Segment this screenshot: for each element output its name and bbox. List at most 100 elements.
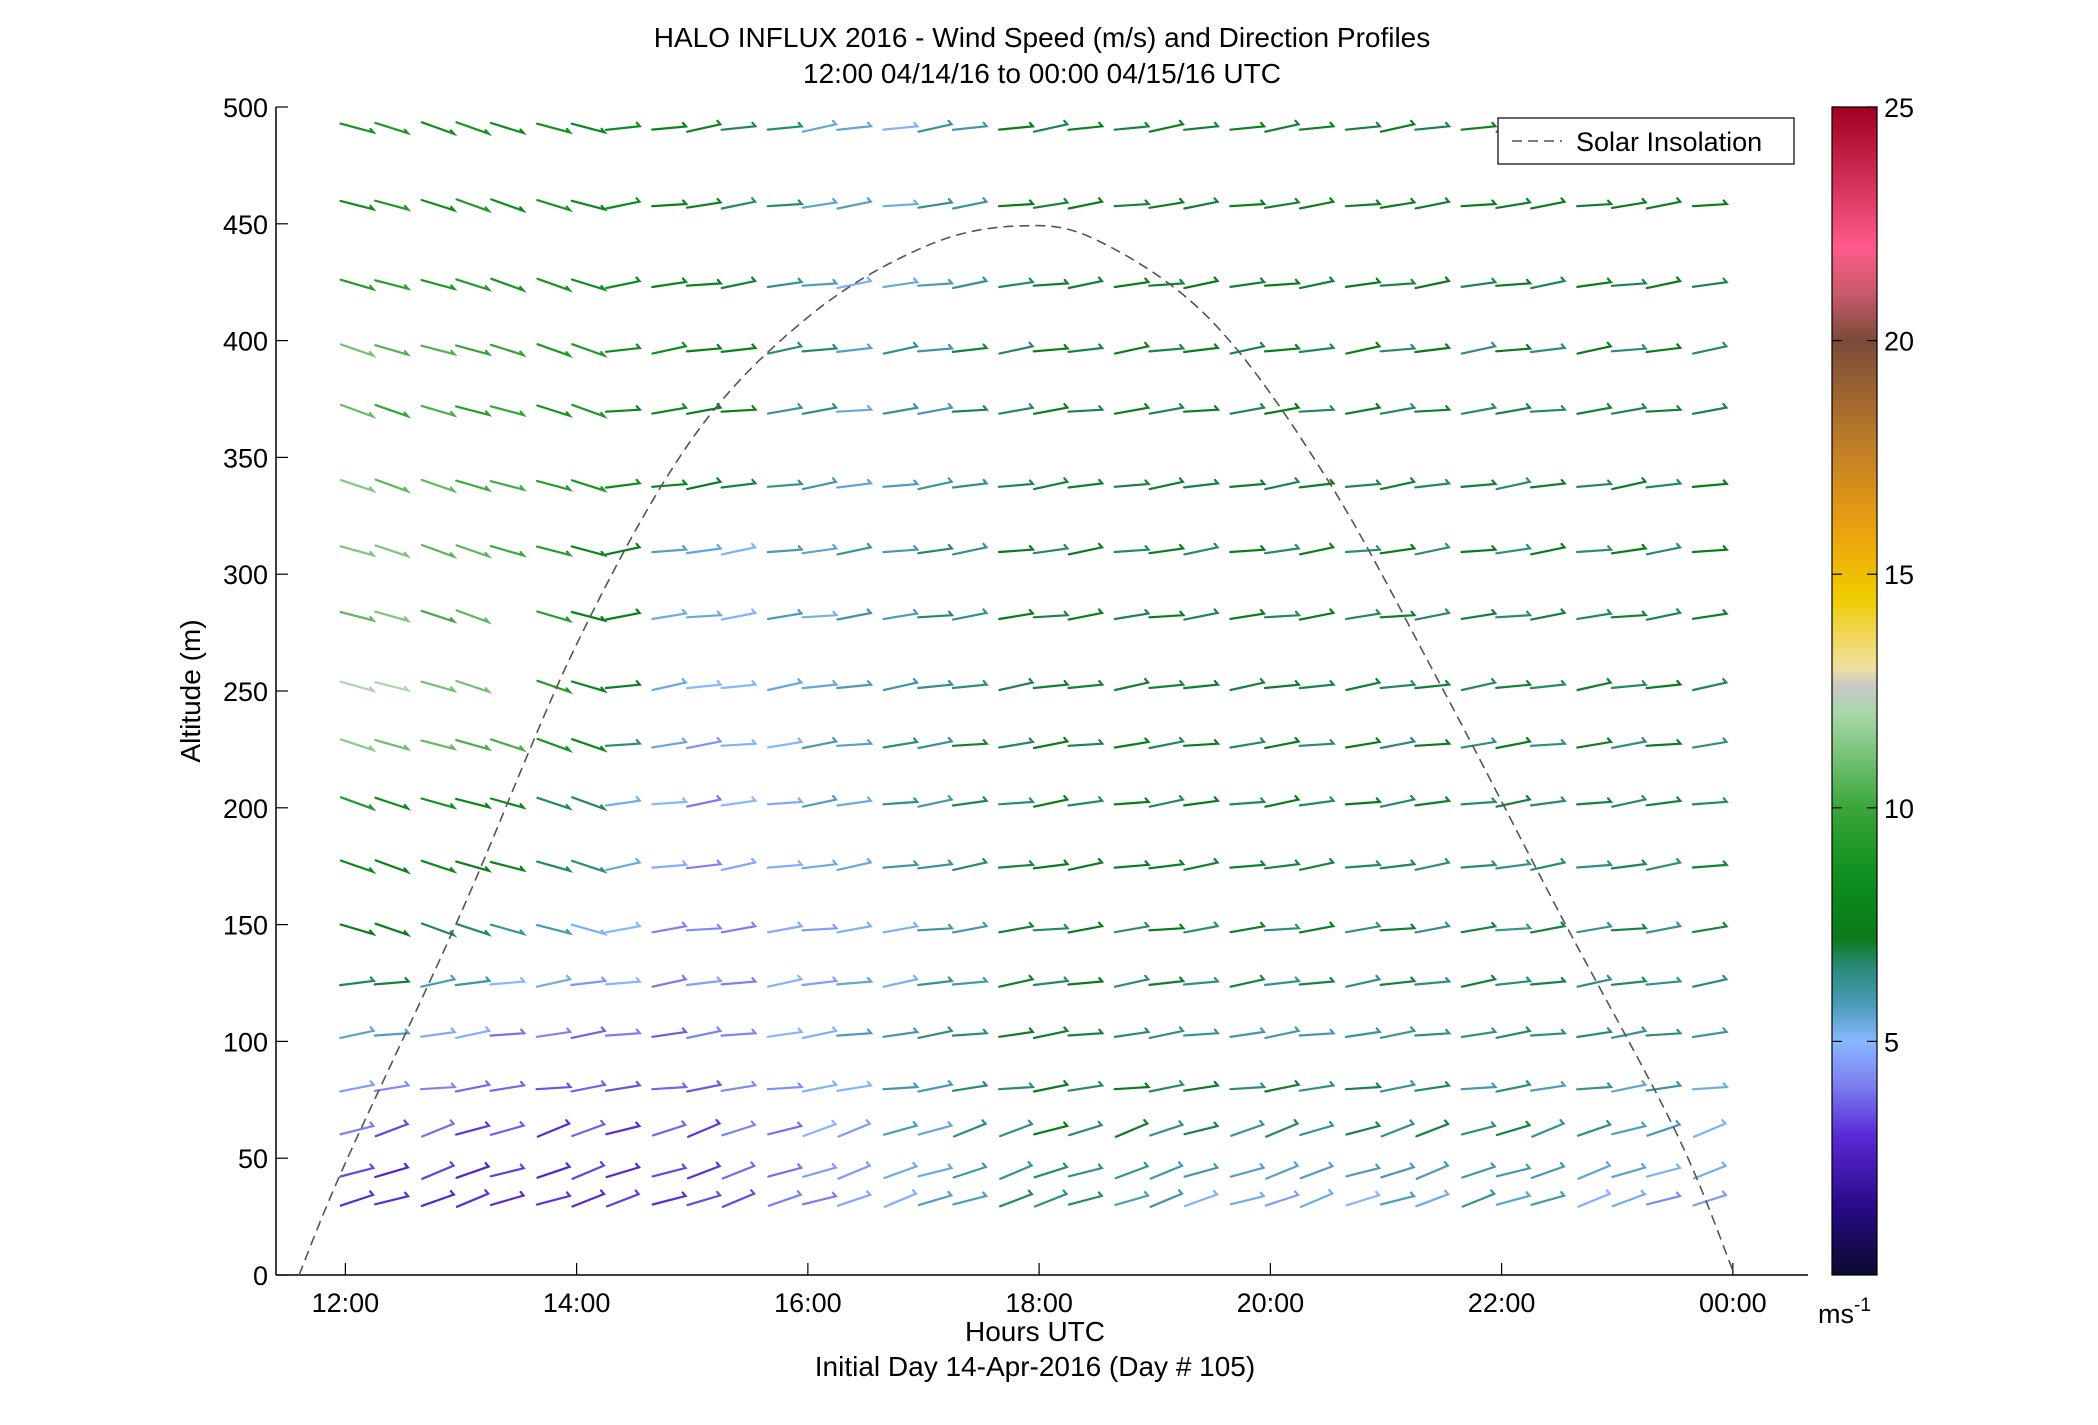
wind-barb [685, 976, 723, 987]
colorbar-gradient [1831, 106, 1878, 1276]
wind-barb [1149, 1189, 1184, 1208]
wind-barb [801, 680, 839, 690]
wind-barb [720, 1080, 758, 1092]
wind-barb [917, 1163, 954, 1178]
wind-barb [917, 197, 954, 209]
wind-barb [1576, 479, 1614, 488]
wind-barb [951, 796, 989, 807]
wind-barb [1113, 121, 1151, 131]
chart-title-line2: 12:00 04/14/16 to 00:00 04/15/16 UTC [803, 58, 1281, 89]
colorbar-tick-label: 5 [1884, 1027, 1899, 1057]
wind-barb [339, 738, 377, 753]
wind-barb [420, 198, 458, 213]
wind-barb [685, 343, 723, 353]
wind-barb [1148, 923, 1186, 932]
wind-barb [339, 199, 377, 212]
wind-barb [1495, 859, 1533, 870]
wind-barb [1113, 1027, 1151, 1038]
wind-barb [802, 1163, 838, 1178]
wind-barb [686, 1190, 723, 1207]
wind-barb [1265, 1119, 1300, 1138]
wind-barb [570, 859, 608, 874]
wind-barb [604, 343, 642, 353]
wind-barb [720, 121, 758, 131]
wind-barb [1460, 797, 1498, 806]
wind-barb [1379, 736, 1417, 750]
wind-barb [766, 608, 804, 621]
wind-barb [339, 343, 377, 358]
wind-barb [535, 1191, 572, 1206]
wind-barb [570, 1026, 607, 1039]
wind-barb [1113, 1082, 1151, 1091]
wind-barb [651, 737, 689, 749]
wind-barb [454, 1026, 492, 1039]
wind-barb [883, 1161, 919, 1180]
wind-barb [536, 1119, 572, 1138]
wind-barb [882, 1027, 920, 1038]
wind-barb [801, 859, 839, 870]
wind-barb [374, 739, 412, 752]
x-axis-sublabel: Initial Day 14-Apr-2016 (Day # 105) [815, 1351, 1255, 1382]
wind-barb [1263, 923, 1302, 932]
wind-barb [420, 121, 458, 137]
wind-barb [951, 680, 989, 690]
wind-barb [720, 857, 758, 871]
wind-barb [952, 1162, 988, 1179]
wind-barb [999, 1161, 1034, 1180]
solar-insolation-curve [298, 224, 1734, 1276]
wind-barb [1530, 858, 1567, 871]
wind-barb [1610, 610, 1648, 619]
wind-barb [1229, 921, 1267, 934]
wind-barb [1067, 478, 1105, 489]
wind-barb [1264, 736, 1301, 750]
wind-barb [1460, 277, 1498, 288]
wind-barb [720, 405, 758, 413]
wind-barb [766, 737, 804, 749]
wind-barb [339, 1190, 376, 1207]
wind-barb [1148, 403, 1186, 415]
wind-barb [1345, 678, 1382, 692]
wind-barb [917, 1026, 954, 1039]
wind-barb [1495, 1163, 1532, 1178]
wind-barb [1113, 403, 1151, 415]
wind-barb [1345, 737, 1382, 749]
wind-barb [1148, 278, 1186, 287]
wind-barb [1645, 921, 1683, 934]
wind-barb [1032, 976, 1070, 987]
wind-barb [836, 680, 874, 690]
wind-barb [1645, 1028, 1683, 1037]
wind-barb [1229, 1082, 1267, 1091]
wind-barb [1183, 478, 1221, 489]
wind-barb [685, 923, 724, 932]
wind-barb [1344, 199, 1383, 208]
wind-barb [882, 797, 920, 806]
wind-barb [571, 343, 608, 359]
wind-barb [882, 403, 920, 415]
wind-barb [997, 797, 1036, 806]
wind-barb [536, 277, 574, 293]
wind-barb [1610, 344, 1648, 353]
wind-barb [571, 403, 608, 419]
wind-barb [1345, 1121, 1382, 1136]
colorbar-unit-exponent: -1 [1854, 1295, 1871, 1316]
wind-barb [1032, 1080, 1070, 1093]
wind-barb [1495, 543, 1533, 555]
wind-barb [536, 1162, 572, 1179]
wind-barb [1183, 680, 1221, 690]
y-axis-label: Altitude (m) [175, 619, 206, 762]
wind-barb [1033, 1121, 1070, 1136]
wind-barb [998, 277, 1035, 289]
wind-barb [1414, 921, 1451, 934]
wind-barb [605, 1189, 641, 1208]
wind-barb [720, 608, 758, 621]
wind-barb [767, 974, 804, 988]
wind-barb [766, 199, 804, 208]
wind-barb [917, 795, 954, 808]
plot-area [275, 107, 1808, 1276]
wind-barb [882, 860, 920, 869]
wind-barb [455, 609, 493, 625]
wind-barb [801, 1191, 838, 1206]
wind-barb [1379, 923, 1417, 932]
wind-barb [1611, 477, 1648, 491]
wind-barb [720, 680, 758, 690]
